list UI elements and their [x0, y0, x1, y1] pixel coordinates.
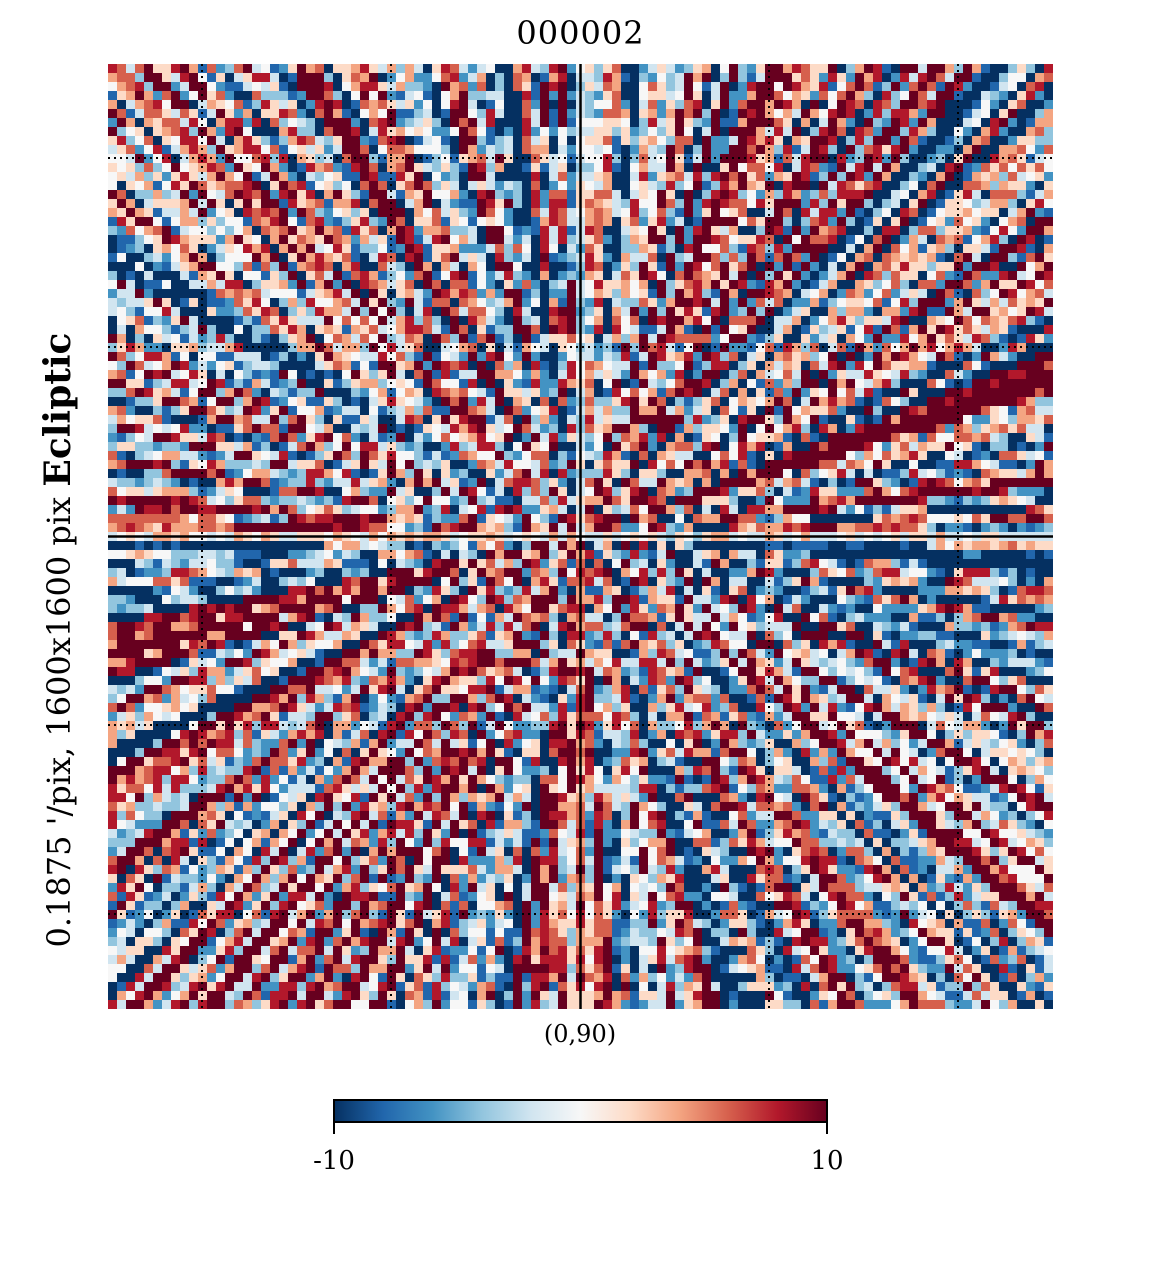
colorbar: [333, 1099, 828, 1134]
colorbar-gradient: [333, 1099, 828, 1123]
projection-label: 0.1875 '/pix, 1600x1600 pix Ecliptic: [36, 280, 80, 1000]
healpix-map: [108, 64, 1053, 1009]
center-coordinate-label: (0,90): [543, 1020, 617, 1048]
projection-resolution: 0.1875 '/pix,: [40, 746, 78, 948]
center-axes: [108, 64, 1053, 1009]
projection-size: 1600x1600 pix: [40, 496, 78, 737]
colorbar-max-label: 10: [810, 1146, 844, 1176]
graticule-grid: [108, 64, 1053, 1009]
colorbar-min-label: -10: [313, 1146, 355, 1176]
chart-title: 000002: [516, 14, 645, 52]
coordinate-system-label: Ecliptic: [37, 332, 79, 487]
